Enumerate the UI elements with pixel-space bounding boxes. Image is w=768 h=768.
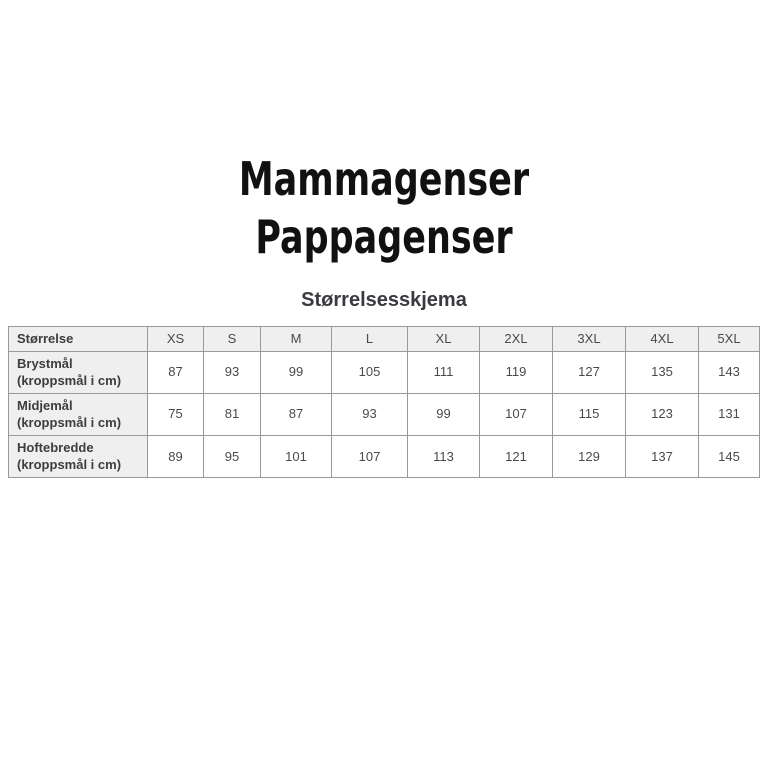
size-value-cell: 99 <box>260 350 332 394</box>
column-header-size-l: L <box>331 326 408 352</box>
product-titles: Mammagenser Pappagenser <box>0 150 768 266</box>
size-value-cell: 93 <box>203 350 261 394</box>
product-title-mammagenser: Mammagenser <box>238 152 530 206</box>
size-value-cell: 95 <box>203 434 261 478</box>
size-value-cell: 107 <box>479 392 553 436</box>
size-table-header-row: Størrelse XS S M L XL 2XL 3XL 4XL 5XL <box>8 326 760 352</box>
column-header-size-xs: XS <box>147 326 204 352</box>
column-header-size-s: S <box>203 326 261 352</box>
size-value-cell: 127 <box>552 350 626 394</box>
size-table: Størrelse XS S M L XL 2XL 3XL 4XL 5XL Brystmål (k… <box>8 326 760 478</box>
size-value-cell: 75 <box>147 392 204 436</box>
size-value-cell: 99 <box>407 392 480 436</box>
row-label-cell: Brystmål (kroppsmål i cm) <box>8 350 148 394</box>
size-value-cell: 93 <box>331 392 408 436</box>
size-chart-heading: Størrelsesskjema <box>301 289 467 311</box>
size-value-cell: 81 <box>203 392 261 436</box>
size-value-cell: 129 <box>552 434 626 478</box>
product-title-pappagenser: Pappagenser <box>255 210 513 264</box>
table-row: Hoftebredde (kroppsmål i cm) 89 95 101 107 11… <box>8 434 760 478</box>
column-header-size-3xl: 3XL <box>552 326 626 352</box>
size-value-cell: 123 <box>625 392 699 436</box>
column-header-label: Størrelse <box>8 326 148 352</box>
column-header-size-xl: XL <box>407 326 480 352</box>
size-value-cell: 121 <box>479 434 553 478</box>
size-value-cell: 87 <box>260 392 332 436</box>
table-row: Brystmål (kroppsmål i cm) 87 93 99 105 111 119… <box>8 350 760 394</box>
size-value-cell: 119 <box>479 350 553 394</box>
column-header-size-2xl: 2XL <box>479 326 553 352</box>
column-header-size-m: M <box>260 326 332 352</box>
column-header-size-4xl: 4XL <box>625 326 699 352</box>
size-value-cell: 145 <box>698 434 760 478</box>
size-value-cell: 137 <box>625 434 699 478</box>
size-value-cell: 89 <box>147 434 204 478</box>
row-label-cell: Hoftebredde (kroppsmål i cm) <box>8 434 148 478</box>
size-value-cell: 107 <box>331 434 408 478</box>
size-value-cell: 135 <box>625 350 699 394</box>
size-value-cell: 87 <box>147 350 204 394</box>
size-value-cell: 101 <box>260 434 332 478</box>
size-value-cell: 111 <box>407 350 480 394</box>
size-value-cell: 143 <box>698 350 760 394</box>
size-value-cell: 105 <box>331 350 408 394</box>
table-row: Midjemål (kroppsmål i cm) 75 81 87 93 99 107 11… <box>8 392 760 436</box>
size-value-cell: 131 <box>698 392 760 436</box>
size-value-cell: 113 <box>407 434 480 478</box>
row-label-cell: Midjemål (kroppsmål i cm) <box>8 392 148 436</box>
column-header-size-5xl: 5XL <box>698 326 760 352</box>
size-value-cell: 115 <box>552 392 626 436</box>
